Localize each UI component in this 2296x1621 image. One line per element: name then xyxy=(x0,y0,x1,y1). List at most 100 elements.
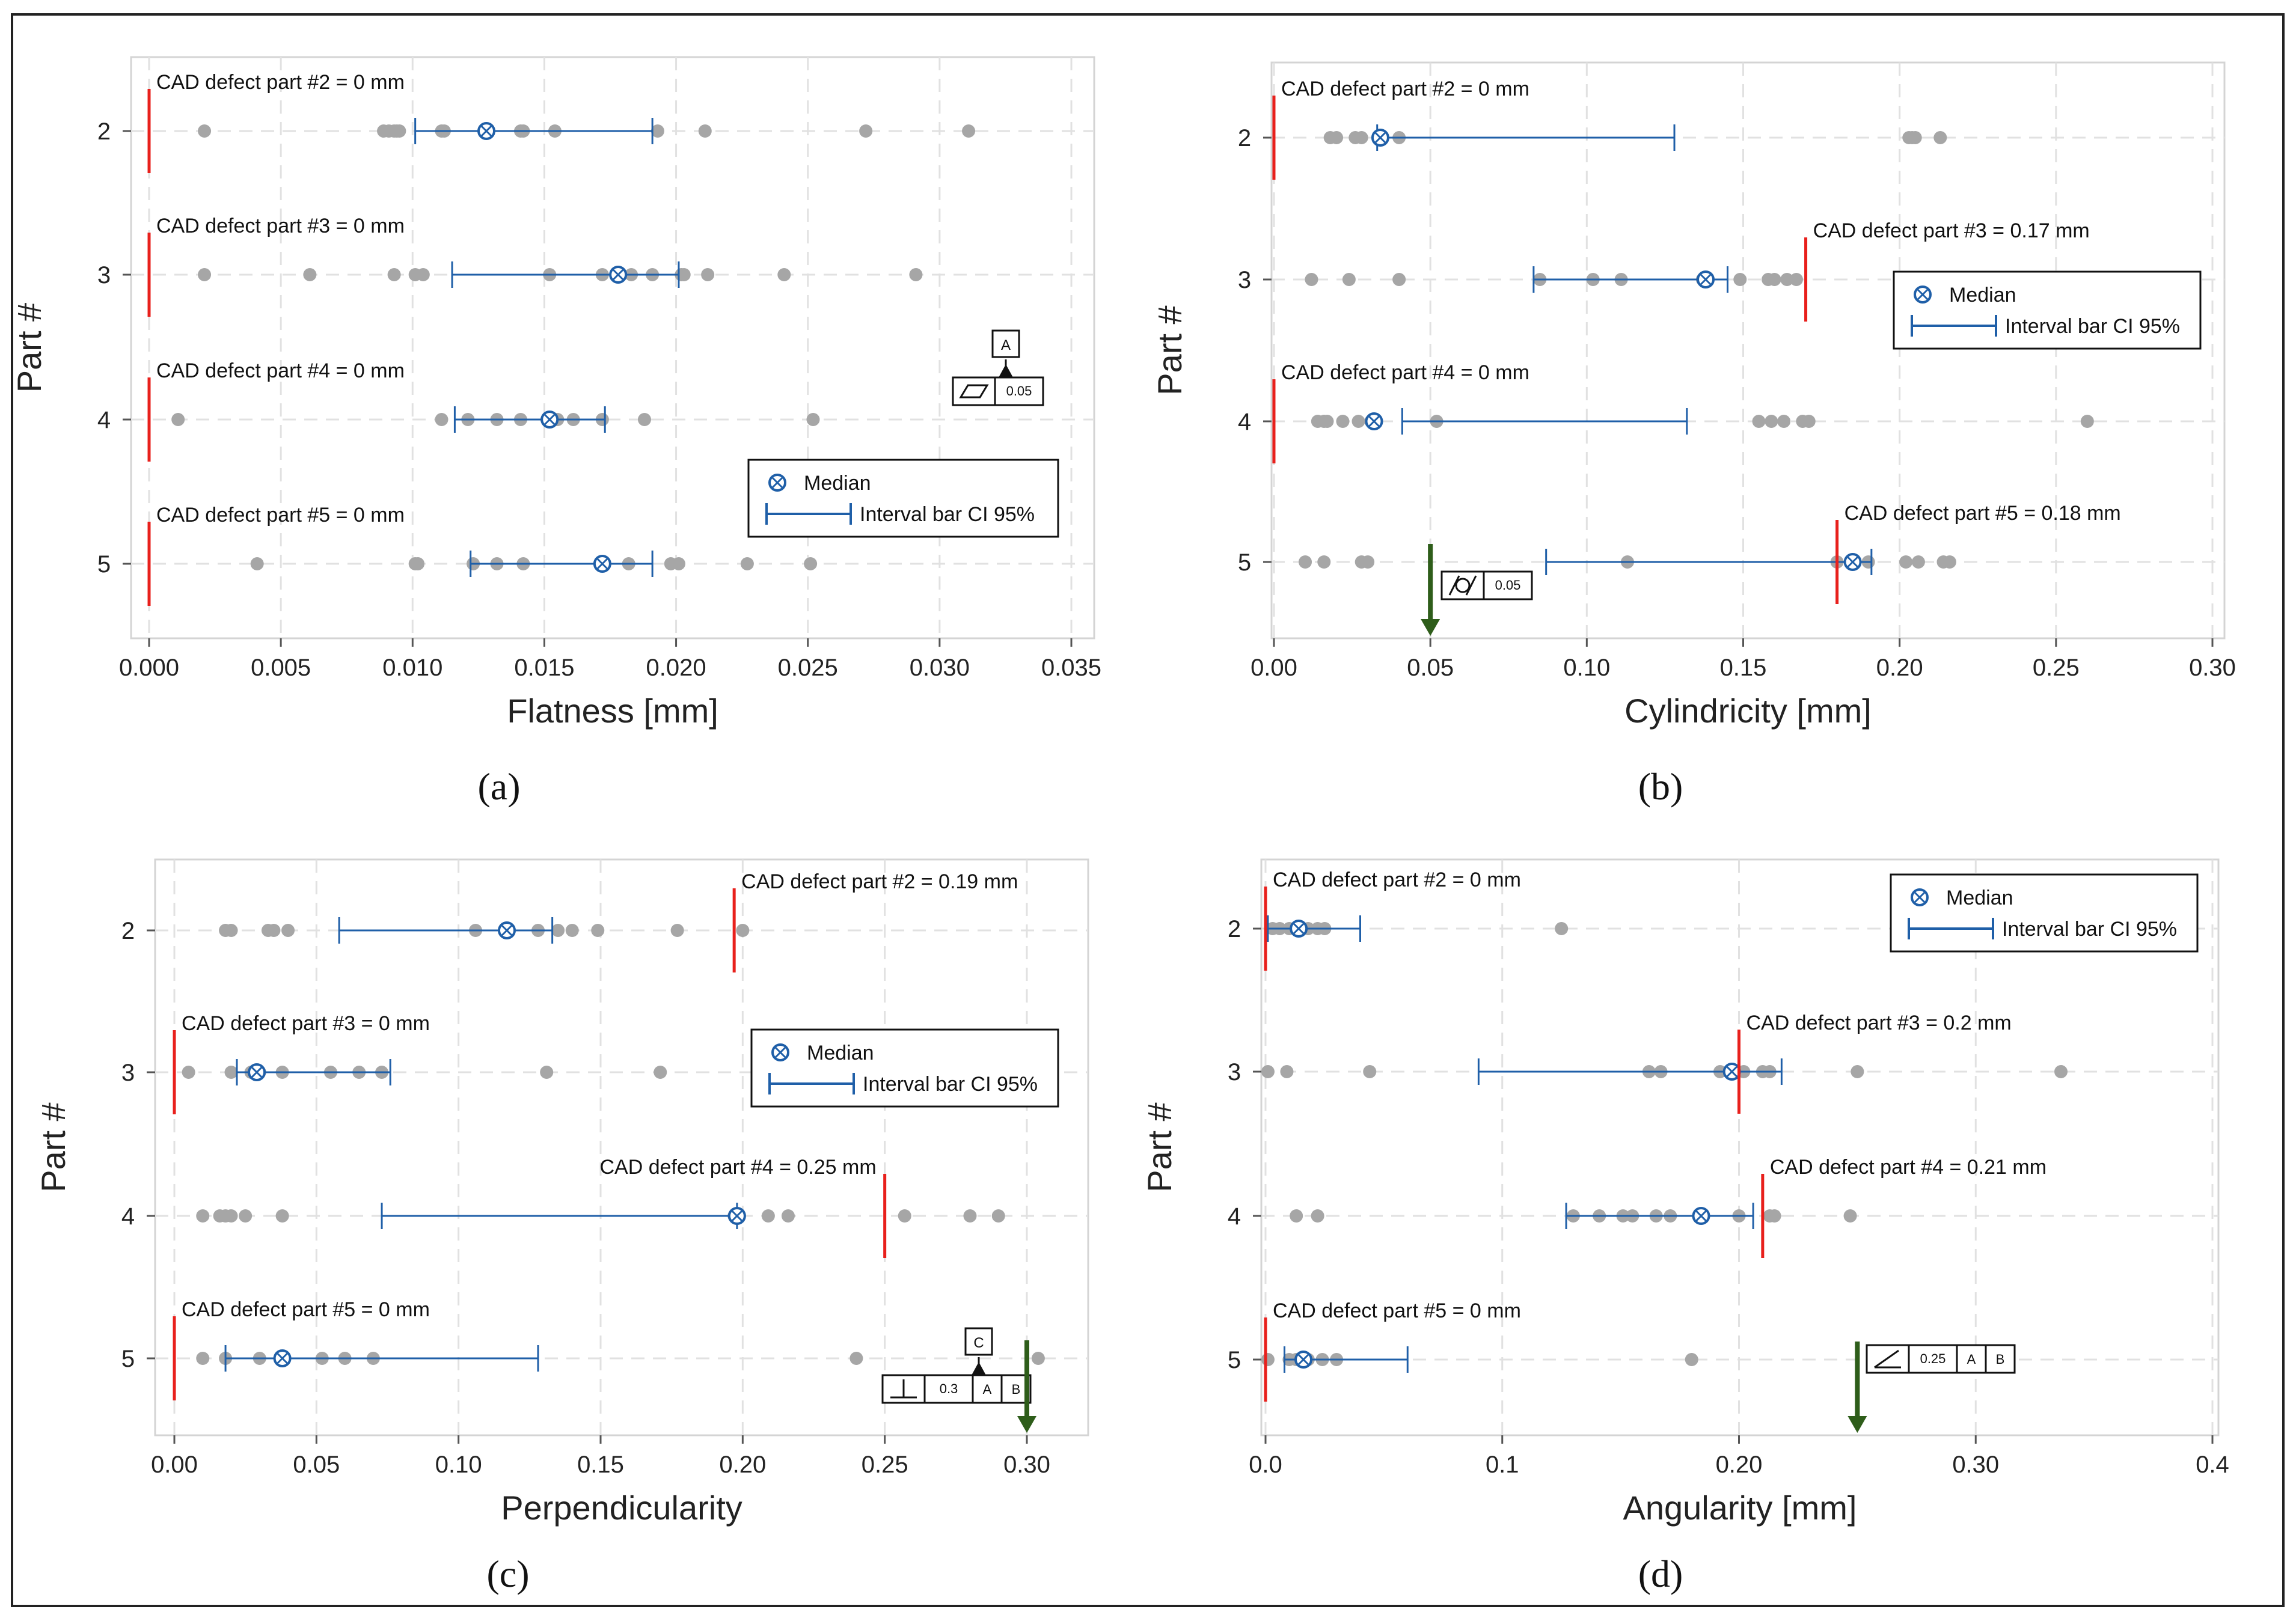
x-axis-label: Flatness [mm] xyxy=(507,692,718,730)
x-tick-label: 0.00 xyxy=(1251,655,1297,681)
panel-b: 0.00 0.05 0.10 0.15 0.20 0.25 0.30 2 3 4 5 Cylindri… xyxy=(1151,61,2236,808)
data-point xyxy=(698,124,712,138)
data-point xyxy=(540,1066,554,1079)
panel-label: (b) xyxy=(1638,765,1683,808)
data-point xyxy=(1261,1353,1275,1366)
data-point xyxy=(1280,1065,1294,1078)
cad-defect-label: CAD defect part #5 = 0 mm xyxy=(182,1298,430,1321)
x-tick-label: 0.10 xyxy=(435,1452,482,1478)
gdt-cell xyxy=(1985,1344,2016,1374)
data-point xyxy=(963,1209,977,1223)
data-point xyxy=(1752,415,1766,428)
datum-flag-triangle xyxy=(972,1362,986,1375)
x-tick-label: 0.00 xyxy=(151,1452,198,1478)
data-point xyxy=(565,924,579,937)
y-axis-label: Part # xyxy=(1151,305,1189,395)
x-tick-label: 0.1 xyxy=(1486,1452,1519,1478)
flatness-icon xyxy=(959,384,989,398)
data-point xyxy=(1290,1209,1303,1223)
data-point xyxy=(1768,1209,1781,1223)
gdt-feature-control-frame: 0.25 A B xyxy=(1866,1344,2016,1374)
gdt-cell xyxy=(1483,570,1533,600)
data-point xyxy=(1330,131,1344,144)
data-point xyxy=(591,924,605,937)
legend-median-label: Median xyxy=(807,1042,874,1064)
x-axis-label: Cylindricity [mm] xyxy=(1624,692,1872,730)
legend-box xyxy=(1893,270,2202,350)
datum-flag-box xyxy=(964,1327,993,1356)
x-tick-label: 0.025 xyxy=(778,655,838,681)
cad-defect-label: CAD defect part #2 = 0 mm xyxy=(156,71,405,94)
panel-label: (a) xyxy=(477,765,520,808)
data-point xyxy=(1899,555,1913,569)
median-marker-cross xyxy=(1297,1353,1310,1366)
data-point xyxy=(1361,555,1375,569)
x-tick-label: 0.25 xyxy=(862,1452,908,1478)
data-point xyxy=(736,924,750,937)
data-point xyxy=(670,924,684,937)
data-point xyxy=(303,268,317,281)
plot-area xyxy=(130,56,1095,640)
data-point xyxy=(239,1209,253,1223)
median-marker-cross xyxy=(1725,1065,1738,1078)
tolerance-limit-arrowhead xyxy=(1848,1416,1867,1433)
data-point xyxy=(1768,273,1781,286)
legend-median-label: Median xyxy=(804,472,871,495)
cad-defect-label: CAD defect part #5 = 0.18 mm xyxy=(1844,502,2121,525)
data-point xyxy=(2080,415,2094,428)
y-tick-label: 5 xyxy=(1228,1347,1241,1373)
y-tick-label: 2 xyxy=(1228,916,1241,942)
data-point xyxy=(701,268,715,281)
data-point xyxy=(416,268,430,281)
plot-area xyxy=(1270,61,2226,640)
data-point xyxy=(991,1209,1005,1223)
x-tick-label: 0.30 xyxy=(1952,1452,1999,1478)
gdt-feature-control-frame: 0.3 A B C xyxy=(881,1327,1032,1404)
median-marker-cross xyxy=(500,924,513,937)
legend-box xyxy=(1890,873,2199,953)
data-point xyxy=(393,124,406,138)
median-marker-cross xyxy=(596,557,608,570)
y-tick-label: 4 xyxy=(121,1203,135,1230)
y-tick-label: 2 xyxy=(97,118,111,145)
data-point xyxy=(1908,131,1922,144)
data-point xyxy=(1336,415,1350,428)
data-point xyxy=(1363,1065,1377,1078)
data-point xyxy=(1031,1352,1045,1365)
data-point xyxy=(551,924,565,937)
legend-interval-label: Interval bar CI 95% xyxy=(2002,918,2177,941)
panel-c: 0.00 0.05 0.10 0.15 0.20 0.25 0.30 2 3 4 5 Perpendi… xyxy=(34,858,1089,1595)
data-point xyxy=(962,124,976,138)
legend-median-icon-cross xyxy=(771,476,784,489)
plot-area xyxy=(154,858,1089,1436)
gdt-cell xyxy=(994,376,1044,406)
median-marker-cross xyxy=(1699,273,1712,286)
panel-label: (c) xyxy=(486,1552,529,1595)
cad-defect-label: CAD defect part #2 = 0.19 mm xyxy=(741,870,1018,893)
data-point xyxy=(1802,415,1816,428)
data-point xyxy=(1733,273,1747,286)
data-point xyxy=(1843,1209,1857,1223)
data-point xyxy=(387,268,401,281)
gdt-datum-ref: B xyxy=(1996,1352,2005,1367)
data-point xyxy=(224,1209,238,1223)
data-point xyxy=(224,924,238,937)
cad-defect-label: CAD defect part #3 = 0 mm xyxy=(156,215,405,237)
data-point xyxy=(677,268,691,281)
data-point xyxy=(654,1066,667,1079)
perpendicularity-symbol xyxy=(890,1379,917,1399)
cad-defect-label: CAD defect part #3 = 0.2 mm xyxy=(1746,1012,2012,1034)
gdt-cell xyxy=(952,376,996,406)
angularity-symbol xyxy=(1874,1349,1901,1369)
cad-defect-label: CAD defect part #3 = 0.17 mm xyxy=(1813,219,2090,242)
x-tick-label: 0.010 xyxy=(382,655,442,681)
x-tick-label: 0.15 xyxy=(1720,655,1767,681)
y-tick-label: 5 xyxy=(1238,549,1251,576)
data-point xyxy=(1851,1065,1864,1078)
data-point xyxy=(198,124,212,138)
data-point xyxy=(1305,273,1318,286)
data-point xyxy=(806,413,820,426)
data-point xyxy=(1911,555,1925,569)
median-marker-cross xyxy=(251,1066,263,1079)
cad-defect-label: CAD defect part #3 = 0 mm xyxy=(182,1012,430,1035)
